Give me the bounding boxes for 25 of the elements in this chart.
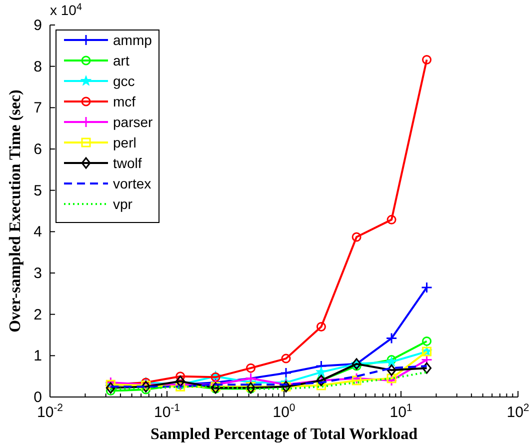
legend-label: vortex (113, 176, 152, 192)
legend-label: perl (113, 134, 136, 150)
y-tick-label: 8 (34, 58, 42, 76)
y-tick-label: 4 (34, 224, 42, 241)
legend-label: art (113, 52, 130, 68)
x-tick-label: 10$^{2}$ (506, 402, 530, 421)
y-tick-label: 9 (34, 17, 42, 34)
y-tick-label: 2 (34, 306, 42, 324)
y-tick-label: 1 (34, 348, 42, 365)
y-tick-label: 3 (34, 265, 42, 282)
x-tick-label: 10$^{1}$ (390, 402, 412, 421)
legend-label: gcc (113, 73, 135, 89)
x-tick-label: 10$^{-1}$ (154, 402, 180, 421)
y-axis-title: Over-sampled Execution Time (sec) (7, 90, 24, 332)
y-tick-label: 7 (34, 100, 42, 117)
legend-label: twolf (113, 155, 142, 171)
legend-label: mcf (113, 94, 136, 110)
y-tick-label: 6 (34, 141, 42, 158)
legend-label: vpr (113, 196, 133, 212)
y-tick-label: 5 (34, 182, 42, 200)
x-tick-label: 10$^{0}$ (272, 402, 296, 421)
x-axis-title: Sampled Percentage of Total Workload (150, 426, 418, 443)
legend-label: ammp (113, 32, 152, 48)
text: x 10$^{4}$ (50, 2, 82, 18)
legend-label: parser (113, 114, 154, 130)
